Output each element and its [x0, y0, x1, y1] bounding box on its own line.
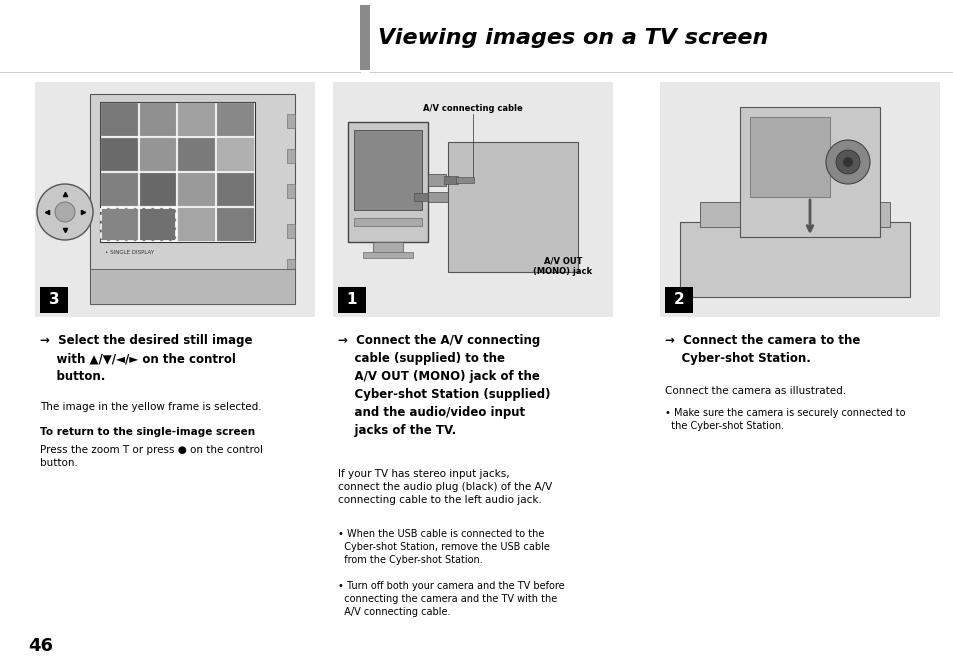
Text: • When the USB cable is connected to the
  Cyber-shot Station, remove the USB ca: • When the USB cable is connected to the… — [337, 529, 549, 564]
Bar — [679, 222, 909, 297]
Circle shape — [835, 150, 859, 174]
Bar — [443, 176, 457, 184]
Bar — [428, 174, 446, 186]
Bar — [740, 107, 879, 237]
Bar — [178, 138, 215, 171]
Text: • Make sure the camera is securely connected to
  the Cyber-shot Station.: • Make sure the camera is securely conne… — [664, 408, 904, 431]
Text: • Turn off both your camera and the TV before
  connecting the camera and the TV: • Turn off both your camera and the TV b… — [337, 581, 564, 617]
Bar — [363, 252, 413, 258]
Text: • SINGLE DISPLAY: • SINGLE DISPLAY — [105, 250, 154, 255]
Text: 3: 3 — [49, 293, 59, 307]
Bar — [287, 259, 294, 273]
Text: Press the zoom T or press ● on the control
button.: Press the zoom T or press ● on the contr… — [40, 445, 263, 468]
Bar — [287, 114, 294, 128]
Bar — [659, 82, 939, 317]
Bar — [414, 193, 428, 201]
Bar — [217, 103, 253, 136]
Text: A/V OUT
(MONO) jack: A/V OUT (MONO) jack — [533, 257, 592, 276]
Bar — [337, 287, 366, 313]
Bar — [101, 138, 137, 171]
Text: Viewing images on a TV screen: Viewing images on a TV screen — [377, 28, 767, 48]
Text: →  Connect the camera to the
    Cyber-shot Station.: → Connect the camera to the Cyber-shot S… — [664, 334, 860, 365]
Bar — [428, 192, 448, 202]
Bar — [287, 149, 294, 163]
Text: To return to the single-image screen: To return to the single-image screen — [40, 427, 254, 437]
Text: The image in the yellow frame is selected.: The image in the yellow frame is selecte… — [40, 402, 261, 412]
Bar — [354, 130, 421, 210]
Text: 1: 1 — [346, 293, 356, 307]
Bar — [664, 287, 692, 313]
Bar — [90, 269, 294, 304]
Text: 46: 46 — [28, 637, 53, 655]
Circle shape — [37, 184, 92, 240]
Circle shape — [825, 140, 869, 184]
Circle shape — [55, 202, 75, 222]
Text: →  Connect the A/V connecting
    cable (supplied) to the
    A/V OUT (MONO) jac: → Connect the A/V connecting cable (supp… — [337, 334, 550, 437]
Bar — [101, 208, 176, 241]
Bar — [217, 138, 253, 171]
Bar — [100, 102, 254, 242]
Bar — [348, 122, 428, 242]
Bar — [101, 208, 137, 241]
Bar — [456, 177, 474, 183]
Bar — [287, 184, 294, 198]
Bar — [139, 173, 176, 206]
Bar — [359, 5, 370, 70]
Bar — [700, 202, 889, 227]
Text: Connect the camera as illustrated.: Connect the camera as illustrated. — [664, 386, 845, 396]
Bar — [101, 103, 137, 136]
Text: If your TV has stereo input jacks,
connect the audio plug (black) of the A/V
con: If your TV has stereo input jacks, conne… — [337, 469, 552, 505]
Bar — [217, 208, 253, 241]
Circle shape — [842, 157, 852, 167]
Bar — [101, 173, 137, 206]
Bar — [178, 173, 215, 206]
Bar — [90, 94, 294, 304]
Bar — [178, 103, 215, 136]
Bar — [139, 103, 176, 136]
Bar — [178, 208, 215, 241]
Bar — [448, 142, 578, 272]
Text: 2: 2 — [673, 293, 683, 307]
Bar — [749, 117, 829, 197]
Bar — [139, 208, 176, 241]
Bar — [333, 82, 613, 317]
Bar — [354, 218, 421, 226]
Bar — [217, 173, 253, 206]
Bar — [373, 242, 402, 254]
Bar — [35, 82, 314, 317]
Bar — [40, 287, 68, 313]
Text: A/V connecting cable: A/V connecting cable — [423, 104, 522, 113]
Bar — [139, 138, 176, 171]
Bar — [287, 224, 294, 238]
Text: →  Select the desired still image
    with ▲/▼/◄/► on the control
    button.: → Select the desired still image with ▲/… — [40, 334, 253, 383]
